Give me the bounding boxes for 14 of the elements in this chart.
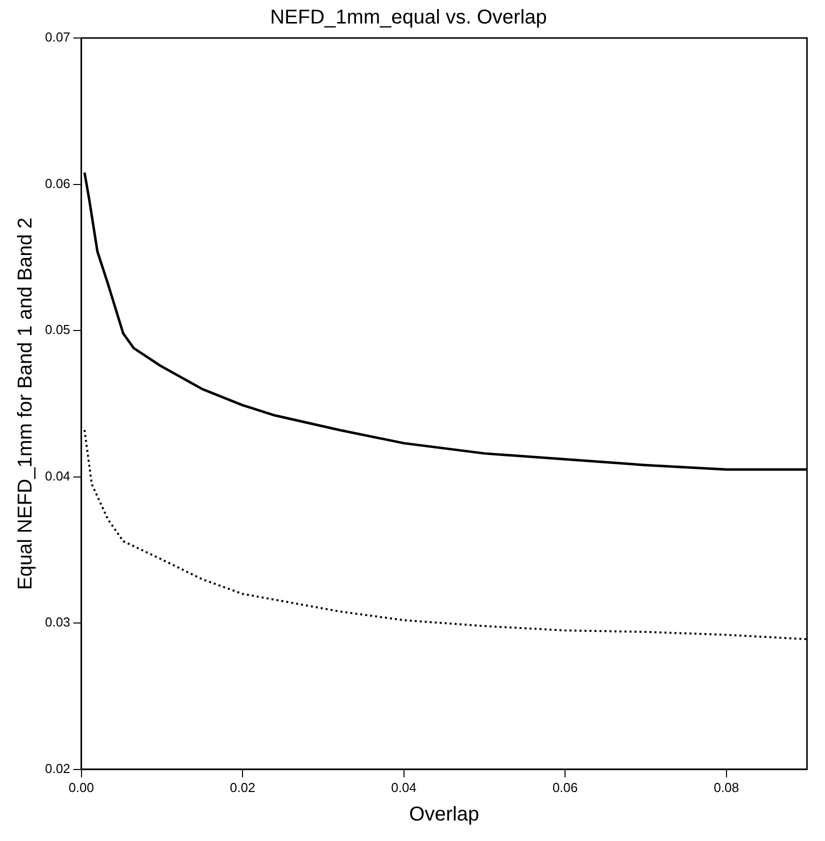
y-axis-title: Equal NEFD_1mm for Band 1 and Band 2: [14, 217, 37, 590]
x-axis-title: Overlap: [409, 804, 480, 826]
y-tick-label: 0.06: [44, 176, 70, 191]
chart-title: NEFD_1mm_equal vs. Overlap: [270, 6, 547, 29]
y-tick-label: 0.02: [44, 760, 70, 776]
x-tick-label: 0.04: [391, 780, 416, 795]
x-tick-label: 0.06: [552, 780, 578, 795]
x-tick-label: 0.02: [230, 780, 256, 795]
y-tick-label: 0.03: [44, 614, 70, 630]
x-tick-label: 0.08: [714, 780, 740, 795]
y-tick-label: 0.05: [44, 322, 70, 338]
x-tick-label: 0.00: [68, 780, 94, 795]
y-tick-label: 0.04: [44, 468, 70, 484]
y-tick-label: 0.07: [44, 30, 70, 45]
